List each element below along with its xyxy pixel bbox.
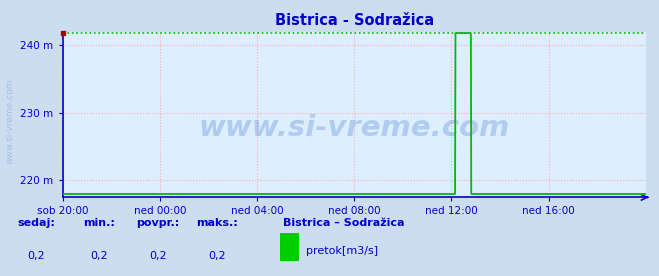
Text: pretok[m3/s]: pretok[m3/s] bbox=[306, 246, 378, 256]
Text: 0,2: 0,2 bbox=[150, 251, 167, 261]
Text: sedaj:: sedaj: bbox=[17, 218, 55, 228]
Text: Bistrica – Sodražica: Bistrica – Sodražica bbox=[283, 218, 405, 228]
Text: 0,2: 0,2 bbox=[90, 251, 107, 261]
Text: povpr.:: povpr.: bbox=[136, 218, 180, 228]
Text: 0,2: 0,2 bbox=[209, 251, 226, 261]
Text: min.:: min.: bbox=[83, 218, 115, 228]
Text: www.si-vreme.com: www.si-vreme.com bbox=[5, 79, 14, 164]
Text: 0,2: 0,2 bbox=[28, 251, 45, 261]
Text: www.si-vreme.com: www.si-vreme.com bbox=[198, 114, 510, 142]
Title: Bistrica - Sodražica: Bistrica - Sodražica bbox=[275, 13, 434, 28]
Text: maks.:: maks.: bbox=[196, 218, 239, 228]
